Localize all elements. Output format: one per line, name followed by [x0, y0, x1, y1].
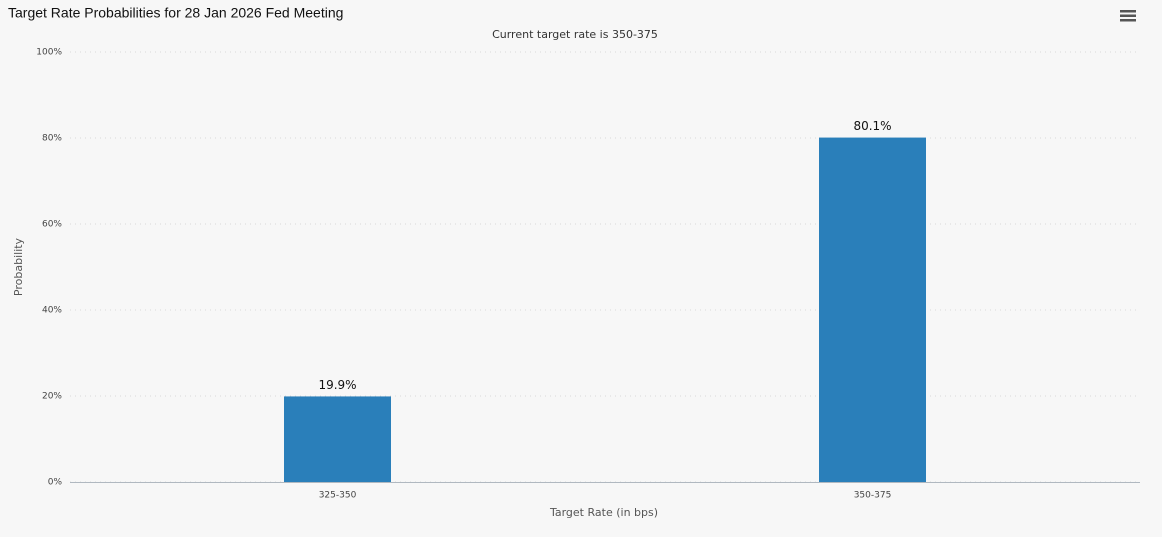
data-label: 80.1%	[853, 119, 891, 133]
menu-button[interactable]	[1120, 10, 1136, 22]
x-tick-label: 325-350	[319, 491, 357, 501]
menu-bar	[1120, 14, 1136, 17]
menu-bar	[1120, 10, 1136, 13]
bar	[819, 137, 926, 482]
y-tick-label: 60%	[42, 220, 62, 230]
y-axis-title: Probability	[12, 237, 25, 296]
x-axis-title: Target Rate (in bps)	[549, 506, 658, 519]
y-tick-label: 20%	[42, 392, 62, 402]
chart-subtitle: Current target rate is 350-375	[492, 28, 658, 41]
y-tick-label: 80%	[42, 134, 62, 144]
menu-bar	[1120, 19, 1136, 22]
y-tick-label: 40%	[42, 306, 62, 316]
y-tick-label: 0%	[48, 478, 63, 488]
x-tick-label: 350-375	[854, 491, 892, 501]
bar	[284, 396, 391, 482]
data-label: 19.9%	[318, 378, 356, 392]
chart-title: Target Rate Probabilities for 28 Jan 202…	[8, 5, 343, 21]
y-tick-label: 100%	[36, 48, 62, 58]
